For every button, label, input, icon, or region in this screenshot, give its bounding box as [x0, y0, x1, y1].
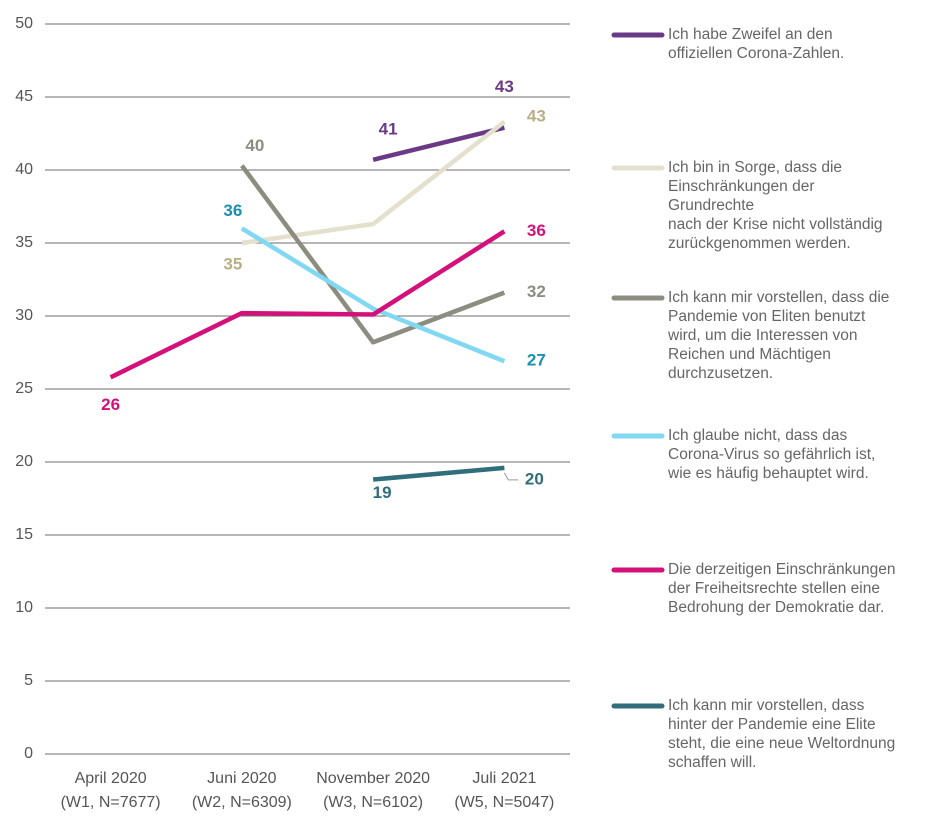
data-label: 20 [525, 469, 544, 488]
data-label: 32 [527, 282, 546, 301]
x-tick-label: Juli 2021 (W5, N=5047) [454, 770, 555, 811]
x-tick-label: November 2020 (W3, N=6102) [316, 770, 431, 811]
y-tick-label: 30 [15, 307, 33, 324]
data-label: 43 [495, 77, 514, 96]
legend-label: Ich glaube nicht, dass das Corona-Virus … [668, 427, 876, 482]
legend-label: Die derzeitigen Einschränkungen der Frei… [668, 561, 896, 616]
y-tick-label: 20 [15, 453, 33, 470]
y-tick-label: 45 [15, 88, 33, 105]
series-line [372, 125, 505, 162]
series-line [109, 229, 506, 380]
legend-label: Ich kann mir vorstellen, dass die Pandem… [668, 289, 890, 382]
x-tick-label: Juni 2020 (W2, N=6309) [191, 770, 292, 811]
y-tick-label: 50 [15, 15, 33, 32]
legend-label: Ich kann mir vorstellen, dass hinter der… [668, 697, 896, 771]
data-label: 27 [527, 351, 546, 370]
y-tick-label: 5 [24, 672, 33, 689]
data-label: 43 [527, 106, 546, 125]
y-tick-label: 10 [15, 599, 33, 616]
data-label: 36 [223, 201, 242, 220]
y-tick-label: 40 [15, 161, 33, 178]
legend-label: Ich habe Zweifel an den offiziellen Coro… [668, 26, 845, 62]
data-label: 35 [223, 254, 242, 273]
data-label: 19 [373, 483, 392, 502]
y-tick-label: 0 [24, 745, 33, 762]
series-line [240, 226, 506, 364]
y-tick-label: 25 [15, 380, 33, 397]
series-line [240, 164, 506, 345]
data-label: 26 [101, 395, 120, 414]
legend-label: Ich bin in Sorge, dass die Einschränkung… [668, 159, 883, 252]
x-tick-label: April 2020 (W1, N=7677) [60, 770, 161, 811]
y-tick-label: 35 [15, 234, 33, 251]
leader-line [503, 472, 519, 481]
data-label: 41 [379, 119, 398, 138]
series-line [372, 465, 505, 482]
data-label: 36 [527, 221, 546, 240]
data-label: 40 [245, 136, 264, 155]
series-line [241, 120, 506, 246]
y-tick-label: 15 [15, 526, 33, 543]
